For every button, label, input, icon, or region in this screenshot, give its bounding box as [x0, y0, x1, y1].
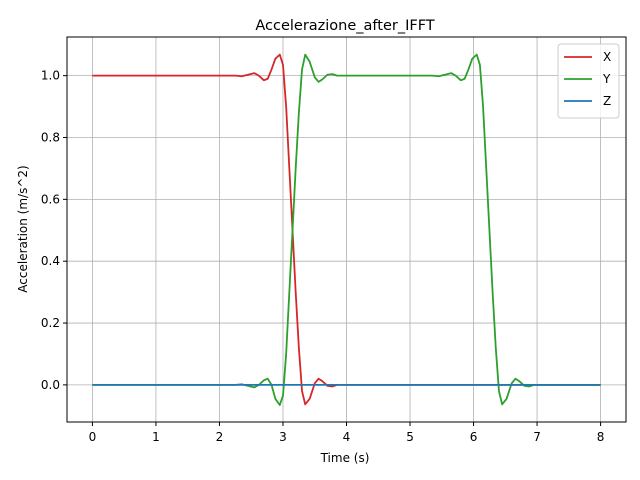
legend-label-x: X [603, 50, 611, 64]
y-tick-label: 0.6 [41, 192, 60, 206]
x-tick-label: 3 [279, 430, 287, 444]
y-tick-label: 0.8 [41, 131, 60, 145]
plot-lines [92, 53, 601, 406]
y-tick-label: 0.0 [41, 378, 60, 392]
x-tick-label: 1 [152, 430, 160, 444]
legend-label-y: Y [602, 72, 611, 86]
x-tick-label: 5 [406, 430, 414, 444]
chart-title: Accelerazione_after_IFFT [255, 18, 434, 34]
y-tick-label: 0.2 [41, 316, 60, 330]
y-tick-label: 1.0 [41, 69, 60, 83]
series-line-y [92, 53, 601, 406]
x-axis-label: Time (s) [320, 451, 370, 465]
legend-label-z: Z [603, 94, 611, 108]
axis-ticks: 0 1 2 3 4 5 6 7 8 0.0 0.2 0.4 0.6 0.8 1.0 [41, 69, 605, 444]
legend: XYZ [557, 43, 620, 119]
x-tick-label: 2 [216, 430, 224, 444]
x-tick-label: 4 [343, 430, 351, 444]
grid [67, 37, 626, 422]
x-tick-label: 7 [533, 430, 541, 444]
x-tick-label: 0 [89, 430, 97, 444]
y-axis-label: Acceleration (m/s^2) [16, 165, 30, 292]
legend-box [557, 43, 620, 119]
x-tick-label: 8 [597, 430, 605, 444]
x-tick-label: 6 [470, 430, 478, 444]
y-tick-label: 0.4 [41, 254, 60, 268]
